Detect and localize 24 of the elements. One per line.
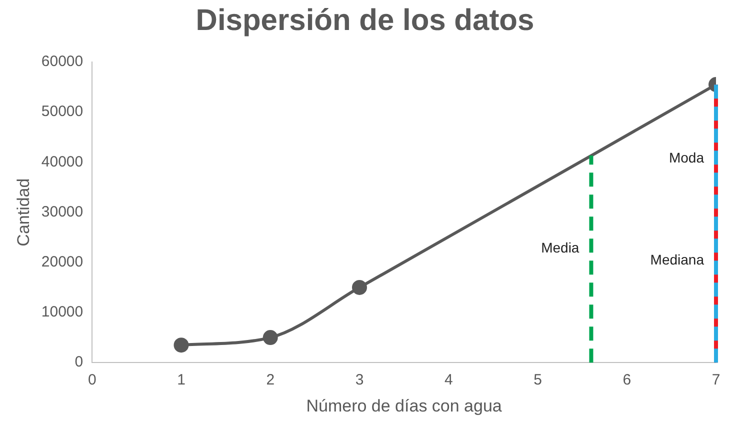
ref-line-label: Moda	[668, 150, 704, 166]
y-axis-title: Cantidad	[14, 178, 33, 246]
point	[262, 330, 278, 346]
ref-line-label: Media	[541, 240, 580, 256]
x-tick-label: 5	[534, 372, 542, 389]
x-tick-label: 4	[444, 372, 453, 389]
x-axis-title: Número de días con agua	[306, 396, 502, 416]
y-tick-label: 30000	[41, 203, 84, 220]
y-tick-label: 60000	[41, 53, 84, 70]
point	[352, 280, 367, 295]
x-tick-label: 3	[355, 372, 364, 389]
x-tick-label: 1	[177, 372, 186, 389]
x-tick-label: 7	[712, 372, 720, 389]
x-tick-label: 0	[88, 372, 96, 389]
y-tick-label: 40000	[41, 153, 84, 170]
y-tick-label: 20000	[41, 254, 84, 271]
x-tick-label: 6	[622, 372, 632, 389]
y-tick-label: 10000	[41, 304, 84, 321]
chart-title: Dispersión de los datos	[194, 4, 536, 38]
y-tick-label: 0	[74, 354, 84, 371]
point	[174, 338, 189, 353]
ref-line-label: Mediana	[650, 252, 704, 268]
x-tick-label: 2	[266, 372, 275, 389]
y-tick-label: 50000	[41, 103, 84, 120]
